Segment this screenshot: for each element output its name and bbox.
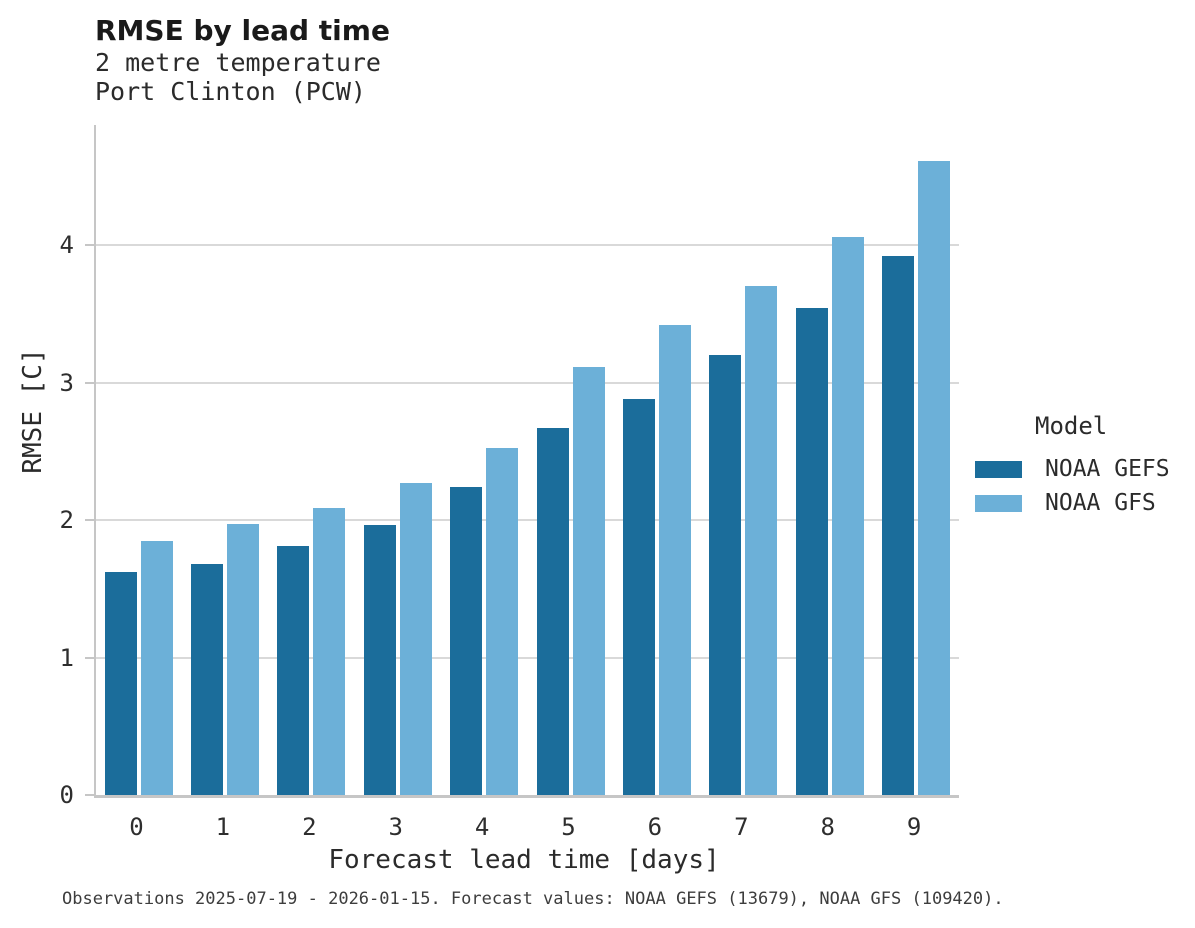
x-tick-label-8: 8 [820, 813, 835, 841]
bar-noaa-gfs-lead0 [140, 541, 173, 795]
legend-entry-noaa-gfs: NOAA GFS [975, 486, 1170, 520]
bar-noaa-gfs-lead5 [572, 367, 605, 795]
x-tick-label-6: 6 [647, 813, 663, 841]
y-tick-label-3: 3 [59, 368, 74, 397]
bar-noaa-gefs-lead0 [104, 572, 137, 795]
bar-noaa-gfs-lead7 [745, 286, 778, 795]
bar-noaa-gefs-lead7 [709, 355, 742, 795]
y-tick-mark-1 [85, 656, 94, 659]
gridline-y3 [96, 381, 959, 384]
y-tick-label-0: 0 [59, 781, 74, 809]
chart-title: RMSE by lead time [95, 14, 390, 47]
legend-title: Model [1035, 412, 1108, 440]
bar-noaa-gefs-lead8 [795, 308, 828, 795]
chart-subtitle-variable: 2 metre temperature [95, 48, 381, 77]
legend-label: NOAA GEFS [1045, 456, 1170, 482]
bar-noaa-gefs-lead9 [882, 256, 915, 795]
bar-noaa-gefs-lead5 [536, 428, 569, 795]
y-tick-label-4: 4 [59, 231, 74, 259]
x-tick-label-7: 7 [734, 813, 749, 841]
gridline-y2 [96, 519, 959, 521]
x-tick-label-4: 4 [474, 813, 490, 841]
x-axis-title: Forecast lead time [days] [328, 845, 720, 875]
chart-header: RMSE by lead time 2 metre temperature Po… [95, 14, 390, 106]
x-tick-label-5: 5 [561, 813, 576, 841]
legend: Model NOAA GEFS NOAA GFS [975, 412, 1170, 520]
y-tick-label-1: 1 [59, 643, 74, 672]
legend-swatch-noaa-gfs [975, 494, 1022, 512]
y-tick-mark-0 [85, 794, 94, 796]
x-tick-label-3: 3 [388, 813, 403, 841]
bar-noaa-gefs-lead1 [190, 564, 223, 795]
bar-noaa-gfs-lead1 [226, 524, 259, 795]
bar-noaa-gefs-lead4 [450, 487, 483, 795]
y-axis-title: RMSE [C] [18, 348, 48, 474]
bar-noaa-gefs-lead6 [622, 399, 655, 795]
legend-entry-noaa-gefs: NOAA GEFS [975, 452, 1170, 486]
x-tick-label-0: 0 [129, 813, 144, 841]
y-tick-label-2: 2 [59, 506, 74, 534]
bar-noaa-gefs-lead2 [277, 546, 310, 795]
x-tick-label-2: 2 [302, 813, 317, 841]
y-tick-mark-2 [85, 519, 94, 521]
y-tick-mark-3 [85, 381, 94, 384]
bar-noaa-gfs-lead4 [486, 448, 519, 795]
x-tick-label-9: 9 [906, 813, 922, 841]
x-tick-label-1: 1 [215, 813, 231, 841]
chart-subtitle-station: Port Clinton (PCW) [95, 77, 366, 106]
bar-noaa-gfs-lead2 [313, 508, 346, 795]
bar-noaa-gfs-lead6 [658, 325, 691, 795]
legend-label: NOAA GFS [1045, 490, 1156, 516]
y-tick-mark-4 [85, 244, 94, 246]
caption-text: Observations 2025-07-19 - 2026-01-15. Fo… [62, 889, 1004, 909]
bar-noaa-gfs-lead8 [831, 237, 864, 795]
bar-noaa-gfs-lead9 [918, 161, 951, 795]
bar-noaa-gefs-lead3 [363, 525, 396, 795]
bar-noaa-gfs-lead3 [399, 483, 432, 795]
plot-area [94, 125, 959, 798]
gridline-y4 [96, 244, 959, 246]
gridline-y1 [96, 656, 959, 659]
legend-swatch-noaa-gefs [975, 460, 1022, 478]
